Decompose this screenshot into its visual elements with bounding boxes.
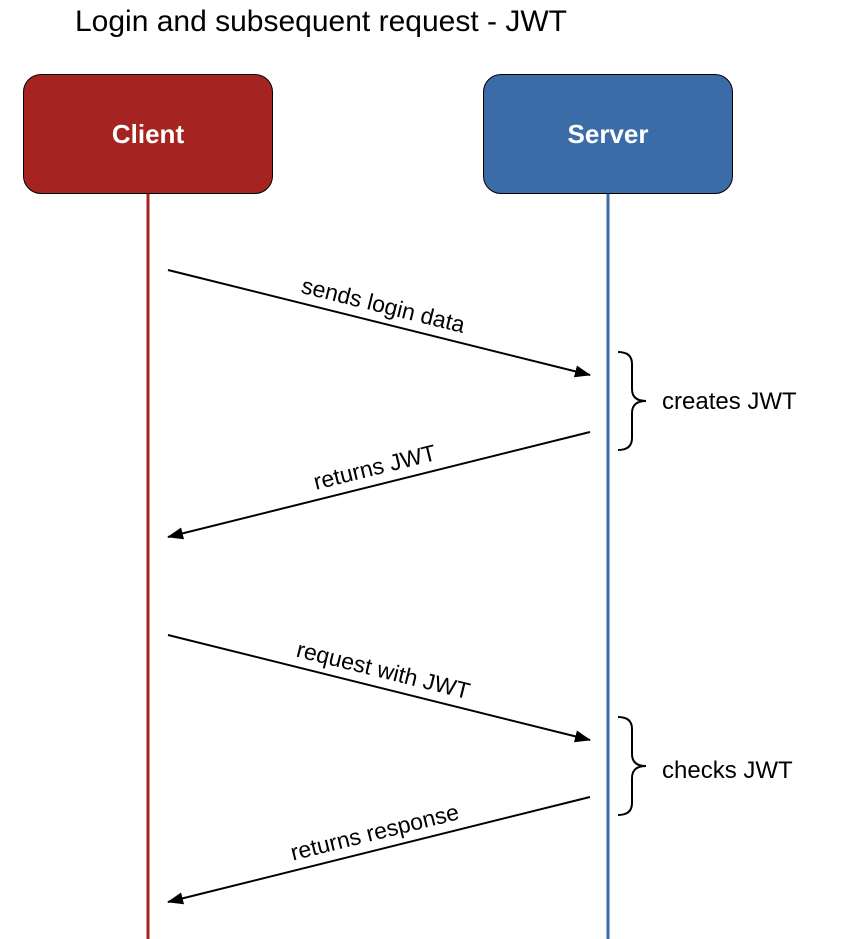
message-label: request with JWT xyxy=(294,636,473,704)
message-arrow xyxy=(168,432,590,537)
note-brace xyxy=(618,352,646,450)
message-label: returns response xyxy=(288,799,462,866)
note-brace xyxy=(618,717,646,815)
message-arrow xyxy=(168,635,590,740)
message-label: sends login data xyxy=(299,272,468,338)
actor-server-label: Server xyxy=(568,119,649,150)
note-creates-jwt: creates JWT xyxy=(662,388,797,416)
actor-client: Client xyxy=(23,74,273,194)
actor-client-label: Client xyxy=(112,119,184,150)
actor-server: Server xyxy=(483,74,733,194)
sequence-diagram: Login and subsequent request - JWT sends… xyxy=(0,0,851,939)
note-checks-jwt: checks JWT xyxy=(662,757,793,785)
message-arrow xyxy=(168,797,590,902)
message-arrow xyxy=(168,270,590,375)
